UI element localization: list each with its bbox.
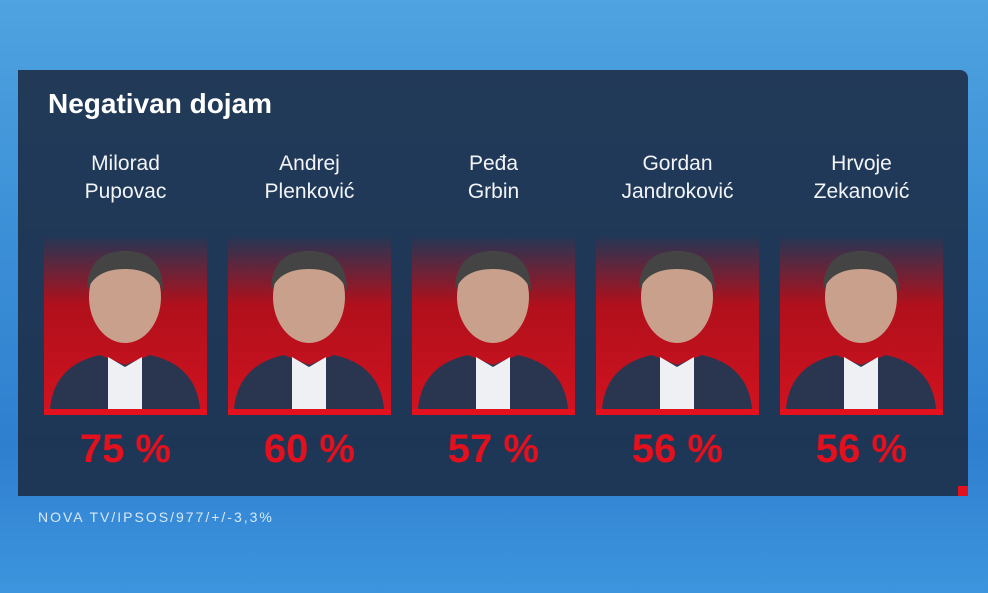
source: NOVA TV/IPSOS/977/+/-3,3% (38, 509, 274, 525)
photo (412, 235, 575, 415)
silhouette (234, 251, 384, 409)
silhouette (786, 251, 936, 409)
silhouette (418, 251, 568, 409)
percentage: 56 % (631, 427, 724, 471)
title: Negativan dojam (48, 88, 273, 119)
candidate-name: Hrvoje Zekanović (780, 150, 943, 210)
name-line: Andrej (279, 152, 340, 175)
photo (780, 235, 943, 415)
percentage: 56 % (815, 427, 908, 471)
candidate: Andrej Plenković 60 % (228, 150, 391, 471)
candidate-name: Gordan Jandroković (596, 150, 759, 210)
candidate-name: Andrej Plenković (228, 150, 391, 210)
panel: Negativan dojam Milorad Pupovac 75 % Andrej… (18, 70, 968, 496)
candidate: Peđa Grbin 57 % (412, 150, 575, 471)
photo (228, 235, 391, 415)
silhouette (602, 251, 752, 409)
candidate-name: Peđa Grbin (412, 150, 575, 210)
candidate: Milorad Pupovac 75 % (44, 150, 207, 471)
name-line: Peđa (468, 152, 519, 175)
photo (596, 235, 759, 415)
name-line: Milorad (91, 152, 160, 175)
name-line: Zekanović (813, 180, 910, 203)
silhouette (50, 251, 200, 409)
name-line: Hrvoje (831, 152, 892, 175)
name-line: Jandroković (621, 180, 734, 203)
corner-accent (958, 486, 968, 496)
candidate: Hrvoje Zekanović 56 % (780, 150, 943, 471)
candidate-name: Milorad Pupovac (44, 150, 207, 210)
name-line: Pupovac (84, 180, 167, 203)
percentage: 75 % (79, 427, 172, 471)
name-line: Grbin (467, 180, 520, 203)
candidate: Gordan Jandroković 56 % (596, 150, 759, 471)
percentage: 57 % (447, 427, 540, 471)
percentage: 60 % (263, 427, 356, 471)
name-line: Plenković (264, 180, 355, 203)
photo (44, 235, 207, 415)
name-line: Gordan (642, 152, 713, 175)
